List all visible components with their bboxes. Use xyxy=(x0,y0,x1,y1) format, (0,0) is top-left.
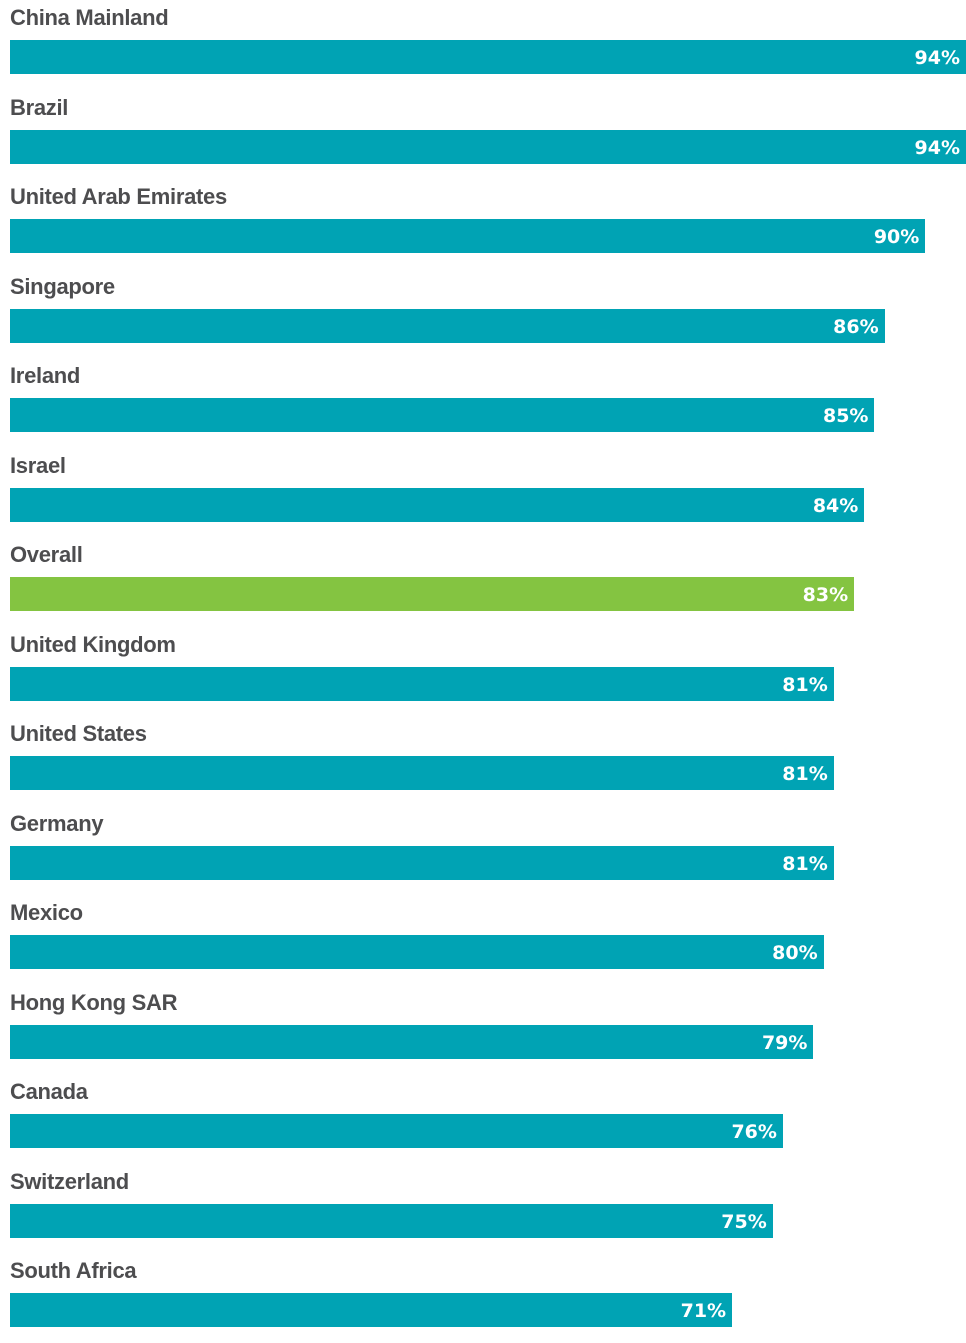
bar: 90% xyxy=(10,219,926,253)
bar: 76% xyxy=(10,1114,783,1148)
chart-row: Germany 81% xyxy=(0,806,966,896)
bar-value-label: 81% xyxy=(782,763,828,785)
chart-row: Mexico 80% xyxy=(0,895,966,985)
bar-value-label: 81% xyxy=(782,852,828,875)
chart-row: Overall 83% xyxy=(0,537,966,627)
category-label: United Kingdom xyxy=(10,631,176,657)
bar-value-label: 86% xyxy=(833,315,879,338)
bar-value-label: 76% xyxy=(731,1121,777,1143)
category-label: Switzerland xyxy=(10,1168,129,1194)
bar: 94% xyxy=(10,40,966,74)
chart-row: United States 81% xyxy=(0,716,966,806)
bar-value-label: 85% xyxy=(822,405,869,427)
bar: 79% xyxy=(10,1024,814,1059)
bar-value-label: 94% xyxy=(914,136,960,159)
category-label: Ireland xyxy=(10,363,81,388)
bar: 80% xyxy=(10,935,824,969)
bar-value-label: 94% xyxy=(914,47,960,69)
bar: 83% xyxy=(10,577,855,611)
bar: 85% xyxy=(10,398,875,432)
bar: 81% xyxy=(10,666,834,701)
chart-row: Ireland 85% xyxy=(0,358,966,448)
bar-value-label: 81% xyxy=(782,673,828,696)
category-label: Brazil xyxy=(10,94,69,120)
chart-row: United Kingdom 81% xyxy=(0,627,966,717)
chart-row: Brazil 94% xyxy=(0,90,966,180)
chart-row: Hong Kong SAR 79% xyxy=(0,985,966,1075)
chart-row: Switzerland 75% xyxy=(0,1164,966,1254)
category-label: Mexico xyxy=(10,900,83,925)
bar: 86% xyxy=(10,308,885,343)
category-label: United Arab Emirates xyxy=(10,184,227,209)
bar-value-label: 79% xyxy=(761,1031,808,1054)
bar: 81% xyxy=(10,845,834,880)
chart-row: Israel 84% xyxy=(0,448,966,538)
category-label: Hong Kong SAR xyxy=(10,989,178,1015)
bar: 94% xyxy=(10,129,966,164)
bar: 84% xyxy=(10,487,865,522)
category-label: Overall xyxy=(10,542,83,567)
bar-value-label: 84% xyxy=(812,494,859,517)
category-label: Israel xyxy=(10,452,66,478)
bar: 81% xyxy=(10,756,834,790)
chart-row: Canada 76% xyxy=(0,1074,966,1164)
category-label: United States xyxy=(10,721,147,746)
category-label: China Mainland xyxy=(10,5,169,30)
category-label: South Africa xyxy=(10,1258,137,1283)
bar-value-label: 83% xyxy=(802,584,849,606)
bar: 75% xyxy=(10,1203,773,1238)
chart-row: Singapore 86% xyxy=(0,269,966,359)
bar-value-label: 80% xyxy=(772,942,818,964)
bar-value-label: 71% xyxy=(680,1300,727,1322)
category-label: Singapore xyxy=(10,273,115,299)
bar-value-label: 90% xyxy=(873,226,920,248)
chart-row: United Arab Emirates 90% xyxy=(0,179,966,269)
chart-row: South Africa 71% xyxy=(0,1253,966,1343)
bar-value-label: 75% xyxy=(721,1210,767,1233)
bar: 71% xyxy=(10,1293,733,1327)
chart-row: China Mainland 94% xyxy=(0,0,966,90)
category-label: Canada xyxy=(10,1079,88,1104)
category-label: Germany xyxy=(10,810,104,836)
